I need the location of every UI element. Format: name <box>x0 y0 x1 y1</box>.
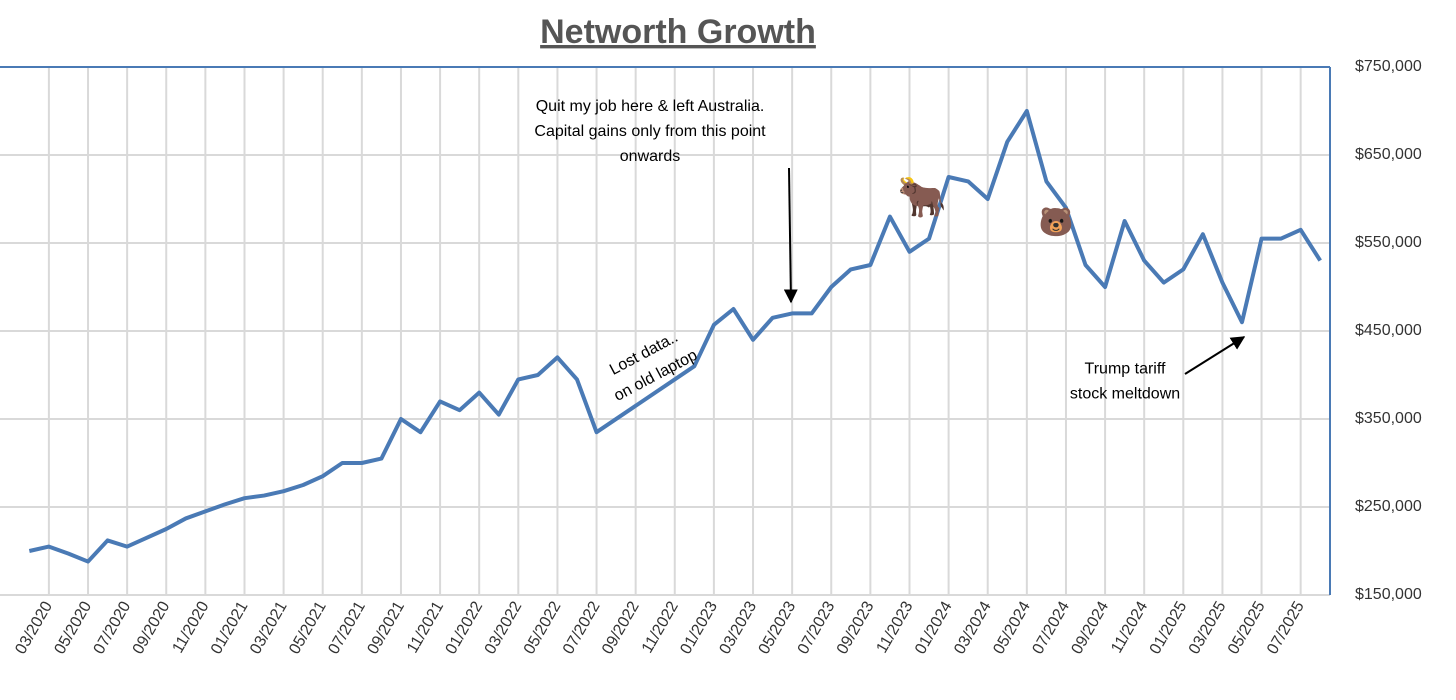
x-tick-label: 03/2024 <box>951 599 995 658</box>
x-tick-label: 09/2020 <box>130 599 174 658</box>
x-tick-label: 03/2020 <box>12 599 56 658</box>
x-tick-label: 05/2023 <box>756 599 800 658</box>
x-tick-label: 05/2020 <box>51 599 95 658</box>
annotation: Trump tariff stock meltdown <box>1070 361 1180 403</box>
annotation: 🐻 <box>1039 204 1074 238</box>
y-tick-label: $150,000 <box>1355 586 1422 603</box>
annotation-text: onwards <box>620 148 680 165</box>
annotation: Lost data..on old laptop <box>607 329 700 405</box>
x-tick-label: 07/2022 <box>560 599 604 658</box>
data-line <box>28 109 1322 564</box>
x-tick-label: 01/2022 <box>443 599 487 658</box>
x-tick-label: 09/2021 <box>364 599 408 658</box>
arrow <box>1184 336 1246 375</box>
annotation: Quit my job here & left Australia. Capita… <box>534 98 766 165</box>
annotation-text: 🐻 <box>1039 204 1074 238</box>
x-tick-label: 11/2021 <box>404 599 447 657</box>
x-tick-label: 09/2023 <box>834 599 878 658</box>
x-tick-label: 01/2025 <box>1147 599 1191 658</box>
annotation: 🐂 <box>897 176 947 220</box>
y-tick-label: $750,000 <box>1355 58 1422 75</box>
x-tick-label: 11/2023 <box>874 599 917 657</box>
x-tick-label: 09/2022 <box>599 599 643 658</box>
x-tick-label: 03/2025 <box>1186 599 1230 658</box>
annotation-text: 🐂 <box>897 176 947 220</box>
x-tick-label: 07/2025 <box>1264 599 1308 658</box>
x-tick-label: 07/2023 <box>795 599 839 658</box>
x-tick-label: 05/2025 <box>1225 599 1269 658</box>
x-tick-label: 11/2020 <box>169 599 212 657</box>
grid <box>0 66 1330 596</box>
annotation-text: stock meltdown <box>1070 386 1180 403</box>
y-tick-label: $250,000 <box>1355 498 1422 515</box>
x-tick-label: 01/2024 <box>912 599 956 658</box>
x-tick-label: 09/2024 <box>1069 599 1113 658</box>
y-tick-label: $450,000 <box>1355 322 1422 339</box>
x-tick-label: 03/2022 <box>482 599 526 658</box>
x-tick-label: 03/2021 <box>247 599 291 658</box>
arrow <box>783 167 798 304</box>
y-tick-label: $550,000 <box>1355 234 1422 251</box>
chart-title: Networth Growth <box>540 13 816 51</box>
y-tick-label: $350,000 <box>1355 410 1422 427</box>
x-tick-label: 07/2020 <box>91 599 135 658</box>
annotation-text: Capital gains only from this point <box>534 123 766 140</box>
annotation-text: Quit my job here & left Australia. <box>536 98 765 115</box>
x-tick-label: 07/2021 <box>325 599 369 658</box>
x-tick-label: 11/2024 <box>1108 599 1151 657</box>
x-tick-label: 05/2024 <box>990 599 1034 658</box>
x-tick-label: 11/2022 <box>639 599 682 657</box>
x-tick-label: 01/2021 <box>208 599 252 658</box>
y-tick-label: $650,000 <box>1355 146 1422 163</box>
x-tick-label: 07/2024 <box>1029 599 1073 658</box>
annotation-text: Trump tariff <box>1085 361 1166 378</box>
x-tick-label: 05/2022 <box>521 599 565 658</box>
x-tick-label: 05/2021 <box>286 599 330 658</box>
x-tick-label: 03/2023 <box>716 599 760 658</box>
x-tick-label: 01/2023 <box>677 599 721 658</box>
